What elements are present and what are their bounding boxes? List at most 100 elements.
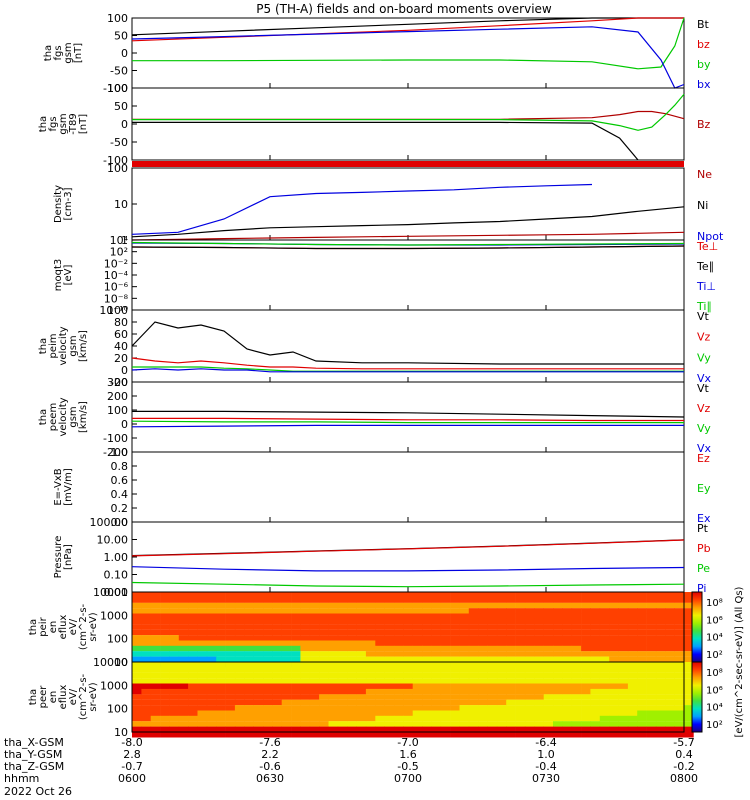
heatmap-cell	[403, 613, 413, 619]
heatmap-cell	[403, 651, 413, 657]
heatmap-cell	[627, 602, 638, 609]
heatmap-cell	[609, 608, 619, 614]
heatmap-cell	[450, 624, 460, 630]
heatmap-cell	[328, 683, 339, 689]
heatmap-cell	[562, 608, 573, 614]
colorbar	[691, 661, 703, 733]
heatmap-cell	[160, 694, 170, 700]
heatmap-cell	[188, 732, 198, 738]
heatmap-cell	[496, 726, 507, 733]
heatmap-cell	[291, 640, 301, 646]
heatmap-cell	[216, 672, 226, 679]
heatmap-cell	[337, 710, 348, 716]
heatmap-cell	[384, 618, 395, 625]
heatmap-cell	[646, 618, 657, 625]
heatmap-cell	[263, 602, 273, 609]
heatmap-cell	[553, 699, 563, 706]
heatmap-cell	[337, 645, 348, 652]
y-tick-label: 1000	[100, 609, 128, 622]
heatmap-cell	[637, 592, 647, 598]
heatmap-cell	[412, 613, 423, 619]
heatmap-cell	[403, 624, 413, 630]
heatmap-cell	[553, 678, 563, 684]
heatmap-cell	[655, 678, 666, 684]
heatmap-cell	[487, 629, 498, 636]
heatmap-cell	[263, 662, 273, 668]
heatmap-cell	[581, 629, 591, 636]
heatmap-cell	[655, 640, 666, 646]
heatmap-cell	[403, 705, 413, 711]
heatmap-cell	[291, 678, 301, 684]
heatmap-cell	[244, 705, 254, 711]
heatmap-cell	[440, 678, 451, 684]
heatmap-cell	[291, 710, 301, 716]
heatmap-cell	[160, 618, 170, 625]
heatmap-cell	[590, 688, 601, 695]
heatmap-cell	[553, 688, 563, 695]
heatmap-cell	[365, 597, 376, 603]
panel-frame	[131, 381, 685, 453]
legend-label: Vz	[697, 402, 711, 415]
heatmap-cell	[384, 726, 395, 733]
heatmap-cell	[365, 624, 376, 630]
heatmap-cell	[375, 640, 385, 646]
heatmap-cell	[234, 597, 245, 603]
heatmap-cell	[534, 715, 544, 722]
heatmap-cell	[627, 715, 638, 722]
heatmap-cell	[188, 618, 198, 625]
heatmap-cell	[422, 645, 432, 652]
heatmap-cell	[347, 683, 357, 689]
heatmap-cell	[431, 645, 442, 652]
heatmap-cell	[506, 710, 516, 716]
heatmap-cell	[581, 678, 591, 684]
heatmap-cell	[319, 688, 329, 695]
heatmap-cell	[328, 726, 339, 733]
heatmap-cell	[281, 624, 292, 630]
heatmap-cell	[684, 715, 694, 722]
heatmap-cell	[291, 683, 301, 689]
heatmap-cell	[581, 699, 591, 706]
heatmap-cell	[478, 613, 488, 619]
colorbar-tick-label: 10²	[706, 650, 723, 661]
heatmap-cell	[646, 592, 657, 598]
heatmap-cell	[478, 721, 488, 727]
legend-label: Vx	[697, 372, 712, 385]
heatmap-cell	[141, 618, 152, 625]
heatmap-cell	[599, 688, 610, 695]
heatmap-cell	[674, 645, 685, 652]
heatmap-cell	[422, 640, 432, 646]
heatmap-cell	[384, 732, 395, 738]
heatmap-cell	[309, 672, 320, 679]
heatmap-cell	[356, 667, 367, 673]
heatmap-cell	[141, 651, 152, 657]
heatmap-cell	[356, 672, 367, 679]
heatmap-cell	[524, 592, 535, 598]
heatmap-cell	[590, 592, 601, 598]
heatmap-cell	[253, 592, 264, 598]
heatmap-cell	[450, 640, 460, 646]
heatmap-cell	[618, 662, 629, 668]
series-line	[132, 121, 639, 161]
heatmap-cell	[506, 721, 516, 727]
heatmap-cell	[431, 613, 442, 619]
heatmap-cell	[384, 715, 395, 722]
heatmap-cell	[506, 672, 516, 679]
heatmap-cell	[244, 721, 254, 727]
heatmap-cell	[684, 672, 694, 679]
heatmap-cell	[263, 667, 273, 673]
heatmap-cell	[169, 715, 180, 722]
legend-label: Vx	[697, 442, 712, 455]
heatmap-cell	[655, 624, 666, 630]
heatmap-cell	[534, 672, 544, 679]
heatmap-cell	[665, 715, 675, 722]
heatmap-cell	[609, 629, 619, 636]
heatmap-cell	[440, 694, 451, 700]
heatmap-cell	[244, 732, 254, 738]
y-tick-label: -100	[103, 154, 128, 167]
heatmap-cell	[169, 721, 180, 727]
heatmap-cell	[244, 710, 254, 716]
heatmap-cell	[684, 721, 694, 727]
heatmap-cell	[543, 694, 554, 700]
heatmap-cell	[543, 597, 554, 603]
heatmap-cell	[188, 710, 198, 716]
